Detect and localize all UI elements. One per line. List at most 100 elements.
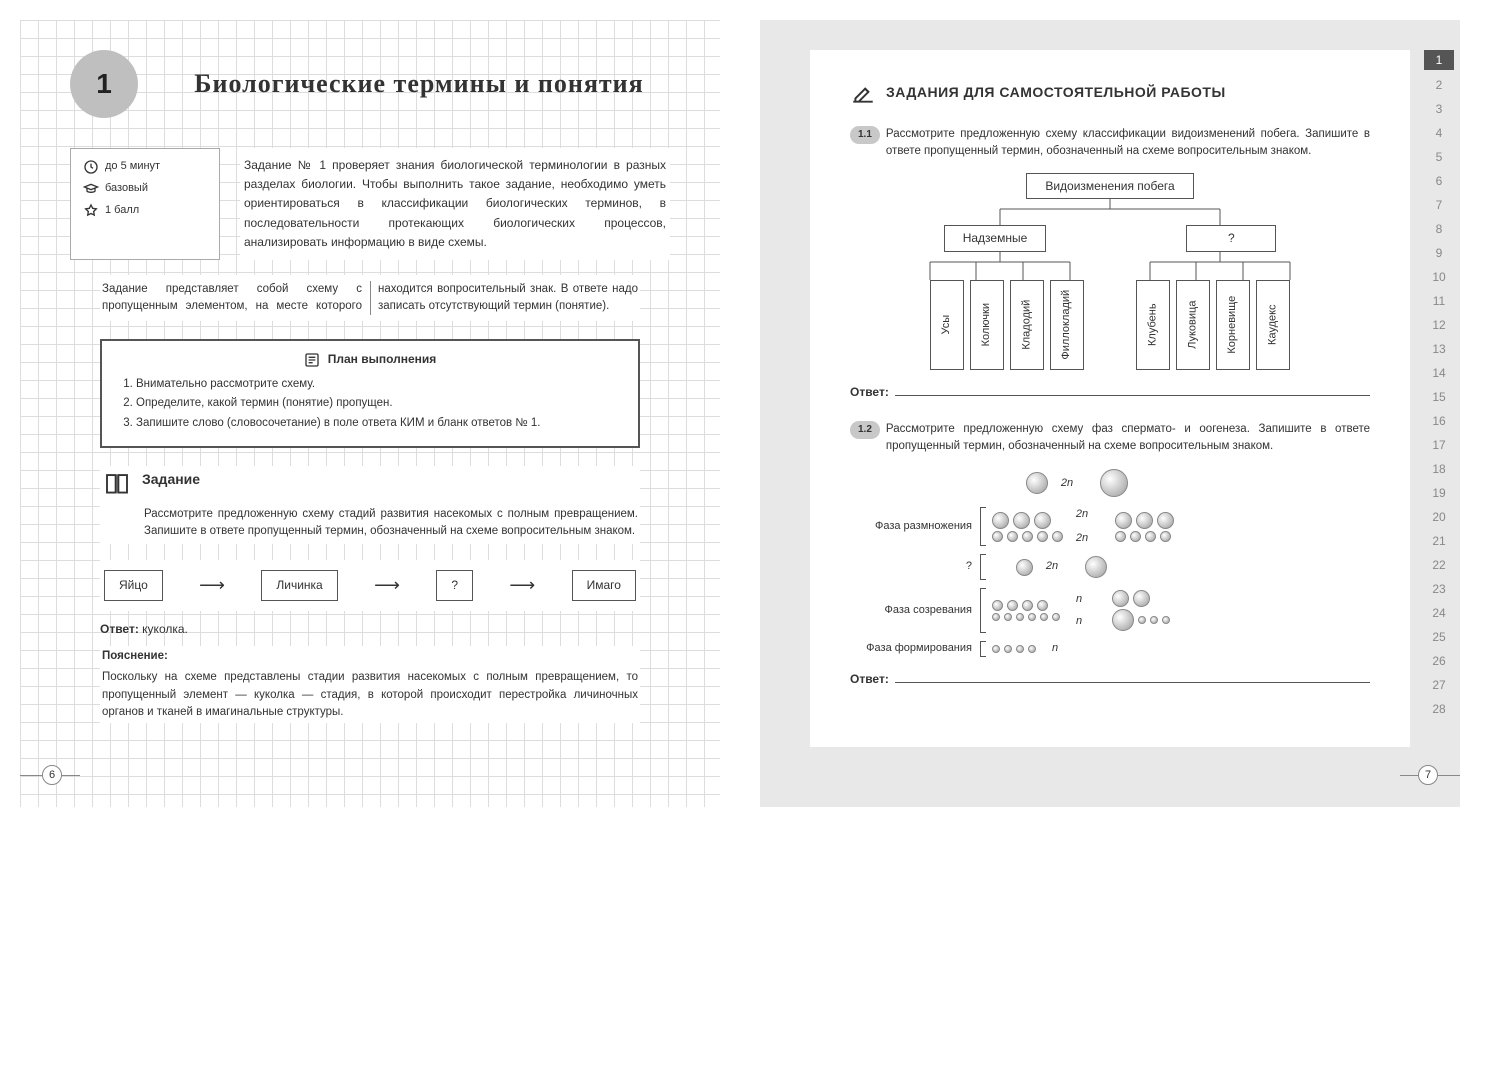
pencil-icon xyxy=(850,80,876,106)
tree-node-left: Надземные xyxy=(944,225,1047,252)
ruler-num: 4 xyxy=(1424,124,1454,142)
answer-blank-2: Ответ: xyxy=(850,671,1370,688)
flow-node-question: ? xyxy=(436,570,473,601)
flow-node: Имаго xyxy=(572,570,636,601)
ruler-num: 11 xyxy=(1424,292,1454,310)
sub-intro: Задание представляет собой схему с пропу… xyxy=(100,275,640,322)
task-block: Задание Рассмотрите предложенную схему с… xyxy=(100,466,640,545)
flow-arrow-icon: ⟶ xyxy=(199,573,225,598)
ruler-num: 28 xyxy=(1424,700,1454,718)
side-ruler: 1 2 3 4 5 6 7 8 9 10 11 12 13 14 15 16 1… xyxy=(1424,50,1454,724)
info-level-text: базовый xyxy=(105,181,148,196)
ploidy: 2n xyxy=(1069,507,1095,522)
task-text: Рассмотрите предложенную схему фаз сперм… xyxy=(886,421,1370,456)
ruler-num: 8 xyxy=(1424,220,1454,238)
leaf: Колючки xyxy=(970,280,1004,370)
ruler-num: 10 xyxy=(1424,268,1454,286)
star-icon xyxy=(83,203,99,219)
leaf: Кладодий xyxy=(1010,280,1044,370)
answer-value: куколка. xyxy=(142,622,188,636)
explanation: Пояснение: Поскольку на схеме представле… xyxy=(100,646,640,723)
plan-item: Внимательно рассмотрите схему. xyxy=(136,376,622,393)
ruler-num: 2 xyxy=(1424,76,1454,94)
answer-label: Ответ: xyxy=(850,384,889,401)
ruler-num: 9 xyxy=(1424,244,1454,262)
task-chip: 1.1 xyxy=(850,126,880,144)
phase-question: ? 2n xyxy=(850,554,1370,580)
plan-list: Внимательно рассмотрите схему. Определит… xyxy=(136,376,622,432)
plan-title: План выполнения xyxy=(328,351,437,368)
ruler-num: 12 xyxy=(1424,316,1454,334)
info-time-text: до 5 минут xyxy=(105,159,160,174)
ruler-current: 1 xyxy=(1424,50,1454,70)
plan-title-row: План выполнения xyxy=(118,351,622,368)
info-level: базовый xyxy=(83,181,207,197)
ploidy: n xyxy=(1042,641,1068,656)
phase-reproduction: Фаза размножения 2n 2n xyxy=(850,507,1370,546)
ruler-num: 13 xyxy=(1424,340,1454,358)
task-1-1: 1.1 Рассмотрите предложенную схему класс… xyxy=(850,126,1370,161)
task-title: Задание xyxy=(142,470,200,490)
ruler-num: 26 xyxy=(1424,652,1454,670)
right-header: ЗАДАНИЯ ДЛЯ САМОСТОЯТЕЛЬНОЙ РАБОТЫ xyxy=(850,80,1370,106)
ploidy: 2n xyxy=(1054,476,1080,491)
explain-text: Поскольку на схеме представлены стадии р… xyxy=(102,669,638,721)
ploidy: 2n xyxy=(1069,531,1095,546)
page-right-inner: 1 2 3 4 5 6 7 8 9 10 11 12 13 14 15 16 1… xyxy=(810,50,1410,747)
answer-blank-1: Ответ: xyxy=(850,384,1370,401)
tree-diagram: Видоизменения побега Надземные ? xyxy=(850,173,1370,371)
book-icon xyxy=(102,470,132,500)
ploidy: 2n xyxy=(1039,559,1065,574)
flow-node: Яйцо xyxy=(104,570,163,601)
list-icon xyxy=(304,352,320,368)
ruler-num: 7 xyxy=(1424,196,1454,214)
chapter-number-circle: 1 xyxy=(70,50,138,118)
answer-line[interactable] xyxy=(895,395,1370,396)
page-number: 7 xyxy=(1418,765,1438,785)
page-left: 1 Биологические термины и понятия до 5 м… xyxy=(20,20,720,807)
right-header-text: ЗАДАНИЯ ДЛЯ САМОСТОЯТЕЛЬНОЙ РАБОТЫ xyxy=(886,83,1226,103)
ruler-num: 22 xyxy=(1424,556,1454,574)
ruler-num: 23 xyxy=(1424,580,1454,598)
leaf: Луковица xyxy=(1176,280,1210,370)
task-text: Рассмотрите предложенную схему классифик… xyxy=(886,126,1370,161)
leaf: Усы xyxy=(930,280,964,370)
task-desc: Рассмотрите предложенную схему стадий ра… xyxy=(144,506,638,541)
flow-node: Личинка xyxy=(261,570,337,601)
phase-diagram: 2n Фаза размножения 2n 2n xyxy=(850,467,1370,656)
ruler-num: 6 xyxy=(1424,172,1454,190)
ploidy: n xyxy=(1066,614,1092,629)
ruler-num: 20 xyxy=(1424,508,1454,526)
task-chip: 1.2 xyxy=(850,421,880,439)
plan-box: План выполнения Внимательно рассмотрите … xyxy=(100,339,640,448)
leaf-group-left: Усы Колючки Кладодий Филлокладий xyxy=(930,280,1084,370)
answer-line[interactable] xyxy=(895,682,1370,683)
ruler-num: 24 xyxy=(1424,604,1454,622)
phase-maturation: Фаза созревания n n xyxy=(850,588,1370,633)
info-score-text: 1 балл xyxy=(105,203,139,218)
phase-label: Фаза размножения xyxy=(850,519,980,534)
tree-root-node: Видоизменения побега xyxy=(1026,173,1193,200)
leaf: Каудекс xyxy=(1256,280,1290,370)
ploidy: n xyxy=(1066,592,1092,607)
ruler-num: 27 xyxy=(1424,676,1454,694)
phase-label-question: ? xyxy=(850,559,980,574)
tree-connector-icon xyxy=(890,199,1330,227)
ruler-num: 3 xyxy=(1424,100,1454,118)
ruler-num: 21 xyxy=(1424,532,1454,550)
chapter-header: 1 Биологические термины и понятия xyxy=(70,50,670,118)
ruler-num: 15 xyxy=(1424,388,1454,406)
info-row: до 5 минут базовый 1 балл Задание № 1 пр… xyxy=(70,148,670,260)
clock-icon xyxy=(83,159,99,175)
tree-connector-icon xyxy=(890,252,1330,280)
ruler-num: 19 xyxy=(1424,484,1454,502)
chapter-title: Биологические термины и понятия xyxy=(168,67,670,101)
answer-label: Ответ: xyxy=(850,671,889,688)
info-box: до 5 минут базовый 1 балл xyxy=(70,148,220,260)
ruler-num: 18 xyxy=(1424,460,1454,478)
ruler-num: 25 xyxy=(1424,628,1454,646)
page-number: 6 xyxy=(42,765,62,785)
phase-label: Фаза созревания xyxy=(850,603,980,618)
leaf: Корневище xyxy=(1216,280,1250,370)
leaf-group-right: Клубень Луковица Корневище Каудекс xyxy=(1136,280,1290,370)
